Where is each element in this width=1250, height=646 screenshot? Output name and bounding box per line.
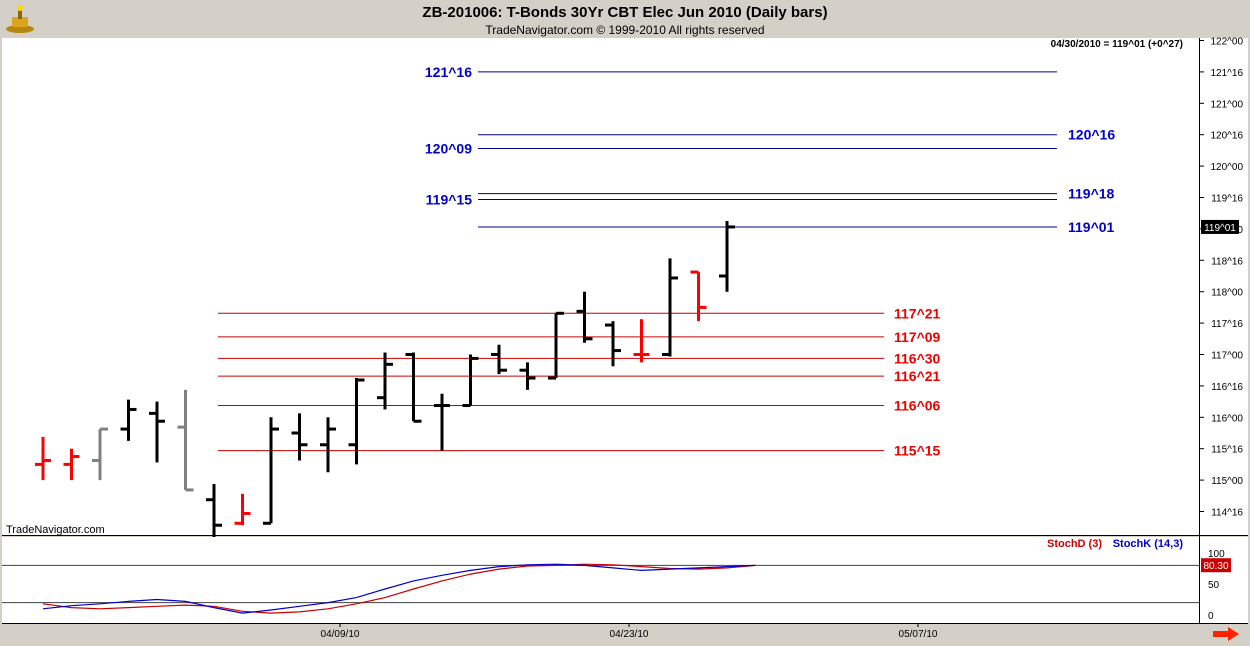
price-axis-pane [1200,38,1248,535]
watermark: TradeNavigator.com [6,524,105,536]
level-label: 120^09 [425,140,472,156]
ohlc-bar [519,362,536,390]
price-tick-label: 120^00 [1211,162,1244,173]
ohlc-bar [462,354,479,408]
ohlc-bar [605,321,621,367]
ohlc-bar [320,417,336,473]
ohlc-bar [662,258,678,357]
ohlc-bar [405,352,422,423]
last-info: 04/30/2010 = 119^01 (+0^27) [1051,39,1183,50]
price-tick-label: 122^00 [1211,37,1244,48]
stoch-pane [2,537,1199,623]
stoch-tick-label: 100 [1208,549,1225,560]
price-tick-label: 120^16 [1211,131,1244,142]
date-axis-pane [2,624,1248,641]
ohlc-bar [690,270,707,322]
level-label: 121^16 [425,64,472,80]
level-label: 116^06 [894,398,941,414]
price-tick-label: 117^16 [1211,319,1243,330]
stoch-tick-label: 50 [1208,580,1220,591]
ohlc-bar [35,436,51,481]
price-tick-label: 118^00 [1211,288,1243,299]
ohlc-bar [291,413,308,461]
ohlc-bar [234,493,251,526]
stoch-k-legend: StochK (14,3) [1113,538,1184,550]
ohlc-bar [633,319,650,363]
last-price-tag-label: 119^01 [1204,223,1236,234]
stoch-value-tag [1201,558,1231,573]
app-logo-icon [4,3,36,35]
chart-subtitle: TradeNavigator.com © 1999-2010 All right… [485,23,765,37]
level-label: 119^01 [1068,219,1115,235]
scroll-right-arrow-icon[interactable] [1212,627,1240,641]
price-pane [2,38,1199,535]
ohlc-bar [263,417,279,525]
price-tick-label: 118^16 [1211,256,1243,267]
price-tick-label: 115^16 [1211,445,1243,456]
level-label: 119^15 [426,191,473,207]
ohlc-bar [719,221,735,292]
level-label: 116^30 [894,350,941,366]
level-label: 115^15 [894,443,941,459]
level-label: 120^16 [1068,127,1115,143]
ohlc-bar [348,378,365,465]
chart-title: ZB-201006: T-Bonds 30Yr CBT Elec Jun 201… [422,4,828,21]
price-tick-label: 116^00 [1211,413,1243,424]
last-price-tag [1201,219,1239,234]
stoch-k-line [42,563,756,614]
stoch-axis-pane [1200,537,1248,623]
stoch-value-label: 80.30 [1203,561,1228,572]
price-tick-label: 114^16 [1211,508,1243,519]
ohlc-bar [206,484,222,538]
stoch-d-legend: StochD (3) [1047,538,1102,550]
price-tick-label: 121^16 [1211,68,1244,79]
price-tick-label: 116^16 [1211,382,1243,393]
level-label: 117^09 [894,329,941,345]
stoch-d-line [42,563,756,614]
level-label: 119^18 [1068,186,1115,202]
ohlc-bar [92,427,108,481]
date-label: 05/07/10 [899,629,938,640]
ohlc-bar [63,448,80,481]
price-tick-label: 117^00 [1211,351,1243,362]
level-label: 116^21 [894,368,941,384]
ohlc-bar [177,389,194,492]
stoch-tick-label: 0 [1208,611,1214,622]
ohlc-bar [377,352,393,410]
price-tick-label: 121^00 [1211,99,1244,110]
level-label: 117^21 [894,305,941,321]
ohlc-bar [548,311,564,380]
ohlc-bar [434,393,450,451]
ohlc-bar [120,399,137,441]
ohlc-bar [491,344,507,375]
ohlc-bar [576,291,593,343]
date-label: 04/09/10 [321,629,360,640]
ohlc-bar [149,401,165,463]
date-label: 04/23/10 [610,629,649,640]
price-tick-label: 115^00 [1211,476,1243,487]
price-tick-label: 119^16 [1211,194,1243,205]
